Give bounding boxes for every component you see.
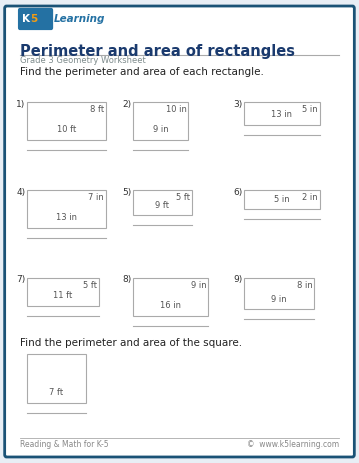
Text: 5 ft: 5 ft	[176, 193, 190, 201]
Text: Reading & Math for K-5: Reading & Math for K-5	[20, 440, 108, 449]
Text: 2): 2)	[122, 100, 131, 108]
Bar	[27, 190, 106, 228]
Text: ©  www.k5learning.com: © www.k5learning.com	[247, 440, 339, 449]
Text: 10 in: 10 in	[166, 105, 187, 113]
Text: Find the perimeter and area of the square.: Find the perimeter and area of the squar…	[20, 338, 242, 348]
Text: Perimeter and area of rectangles: Perimeter and area of rectangles	[20, 44, 295, 59]
Bar	[244, 190, 320, 209]
Text: Learning: Learning	[54, 14, 105, 24]
Text: Grade 3 Geometry Worksheet: Grade 3 Geometry Worksheet	[20, 56, 145, 65]
Text: 9 in: 9 in	[153, 125, 168, 134]
Text: 10 ft: 10 ft	[57, 125, 76, 134]
Bar	[244, 102, 320, 125]
Bar	[133, 190, 192, 215]
FancyBboxPatch shape	[18, 8, 53, 30]
Text: 5: 5	[30, 14, 37, 24]
Text: 5 in: 5 in	[302, 105, 318, 113]
Bar	[27, 354, 86, 403]
Text: 11 ft: 11 ft	[53, 291, 73, 300]
Text: 1): 1)	[16, 100, 25, 108]
Text: 16 in: 16 in	[160, 301, 181, 310]
Text: 9): 9)	[233, 275, 243, 284]
Bar	[133, 278, 208, 316]
FancyBboxPatch shape	[5, 6, 354, 457]
Text: 7 ft: 7 ft	[50, 388, 64, 397]
Text: 7 in: 7 in	[88, 193, 104, 201]
Text: 4): 4)	[16, 188, 25, 196]
Text: 8 in: 8 in	[297, 281, 312, 289]
Bar	[244, 278, 314, 309]
Text: 5): 5)	[122, 188, 131, 196]
Text: 5 in: 5 in	[274, 195, 290, 204]
Bar	[27, 102, 106, 140]
Bar	[27, 278, 99, 306]
Text: 9 ft: 9 ft	[155, 201, 169, 210]
Text: 6): 6)	[233, 188, 243, 196]
Text: 5 ft: 5 ft	[83, 281, 97, 289]
Text: 7): 7)	[16, 275, 25, 284]
Text: 9 in: 9 in	[271, 295, 287, 304]
Text: 8 ft: 8 ft	[90, 105, 104, 113]
Text: Find the perimeter and area of each rectangle.: Find the perimeter and area of each rect…	[20, 67, 264, 77]
Bar	[133, 102, 188, 140]
Text: 13 in: 13 in	[271, 111, 292, 119]
Text: 8): 8)	[122, 275, 131, 284]
Text: 9 in: 9 in	[191, 281, 206, 289]
Text: 3): 3)	[233, 100, 243, 108]
Text: 2 in: 2 in	[302, 193, 318, 201]
Text: K: K	[22, 14, 30, 24]
Text: 13 in: 13 in	[56, 213, 77, 222]
